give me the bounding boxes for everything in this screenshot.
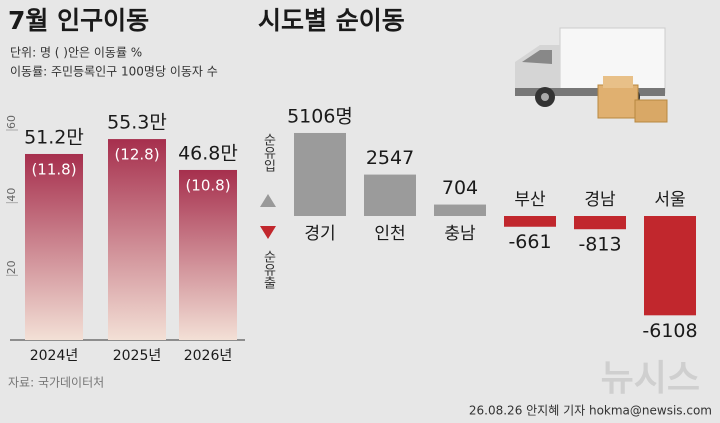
source: 자료: 국가데이터처 [8, 376, 104, 390]
category-label: 부산 [514, 190, 546, 210]
right-title: 시도별 순이동 [258, 6, 405, 35]
bar [25, 153, 83, 340]
category-label: 충남 [444, 224, 476, 244]
value-label: 46.8만 [178, 142, 238, 164]
footer: 26.08.26 안지혜 기자 hokma@newsis.com [469, 404, 712, 418]
truck-illustration [515, 27, 668, 123]
bar [179, 169, 237, 340]
y-tick-label: 40 [5, 188, 18, 202]
inflow-label: 순유입 [261, 133, 276, 172]
category-label: 서울 [654, 190, 685, 210]
bar [644, 216, 696, 316]
outflow-arrow [260, 226, 276, 239]
rate-label: (10.8) [185, 176, 230, 194]
bar [108, 139, 166, 340]
value-label: 55.3만 [107, 112, 167, 134]
outflow-label: 순유출 [261, 250, 276, 289]
value-label: -813 [578, 234, 621, 256]
value-label: 704 [442, 177, 478, 199]
inflow-arrow [260, 194, 276, 207]
y-tick-label: 20 [5, 260, 18, 274]
rate-label: (11.8) [31, 160, 76, 178]
unit-note: 단위: 명 ( )안은 이동률 % [10, 46, 142, 60]
y-tick-label: 60 [5, 115, 18, 129]
bar [434, 204, 486, 216]
bar [364, 174, 416, 216]
rate-label: (12.8) [114, 146, 159, 164]
bar [574, 216, 626, 230]
x-tick-label: 2024년 [30, 348, 79, 364]
x-tick-label: 2026년 [184, 348, 233, 364]
left-title: 7월 인구이동 [8, 6, 149, 35]
category-label: 경기 [304, 224, 335, 244]
logo: 뉴시스 [601, 358, 700, 399]
value-label: -6108 [642, 320, 697, 342]
category-label: 경남 [584, 190, 616, 210]
value-label: -661 [508, 231, 551, 253]
bar [294, 132, 346, 216]
x-tick-label: 2025년 [113, 348, 162, 364]
value-label: 51.2만 [24, 126, 84, 148]
rate-note: 이동률: 주민등록인구 100명당 이동자 수 [10, 65, 218, 79]
bar [504, 216, 556, 227]
value-label: 2547 [366, 147, 414, 169]
value-label: 5106명 [287, 105, 353, 127]
category-label: 인천 [374, 224, 405, 244]
